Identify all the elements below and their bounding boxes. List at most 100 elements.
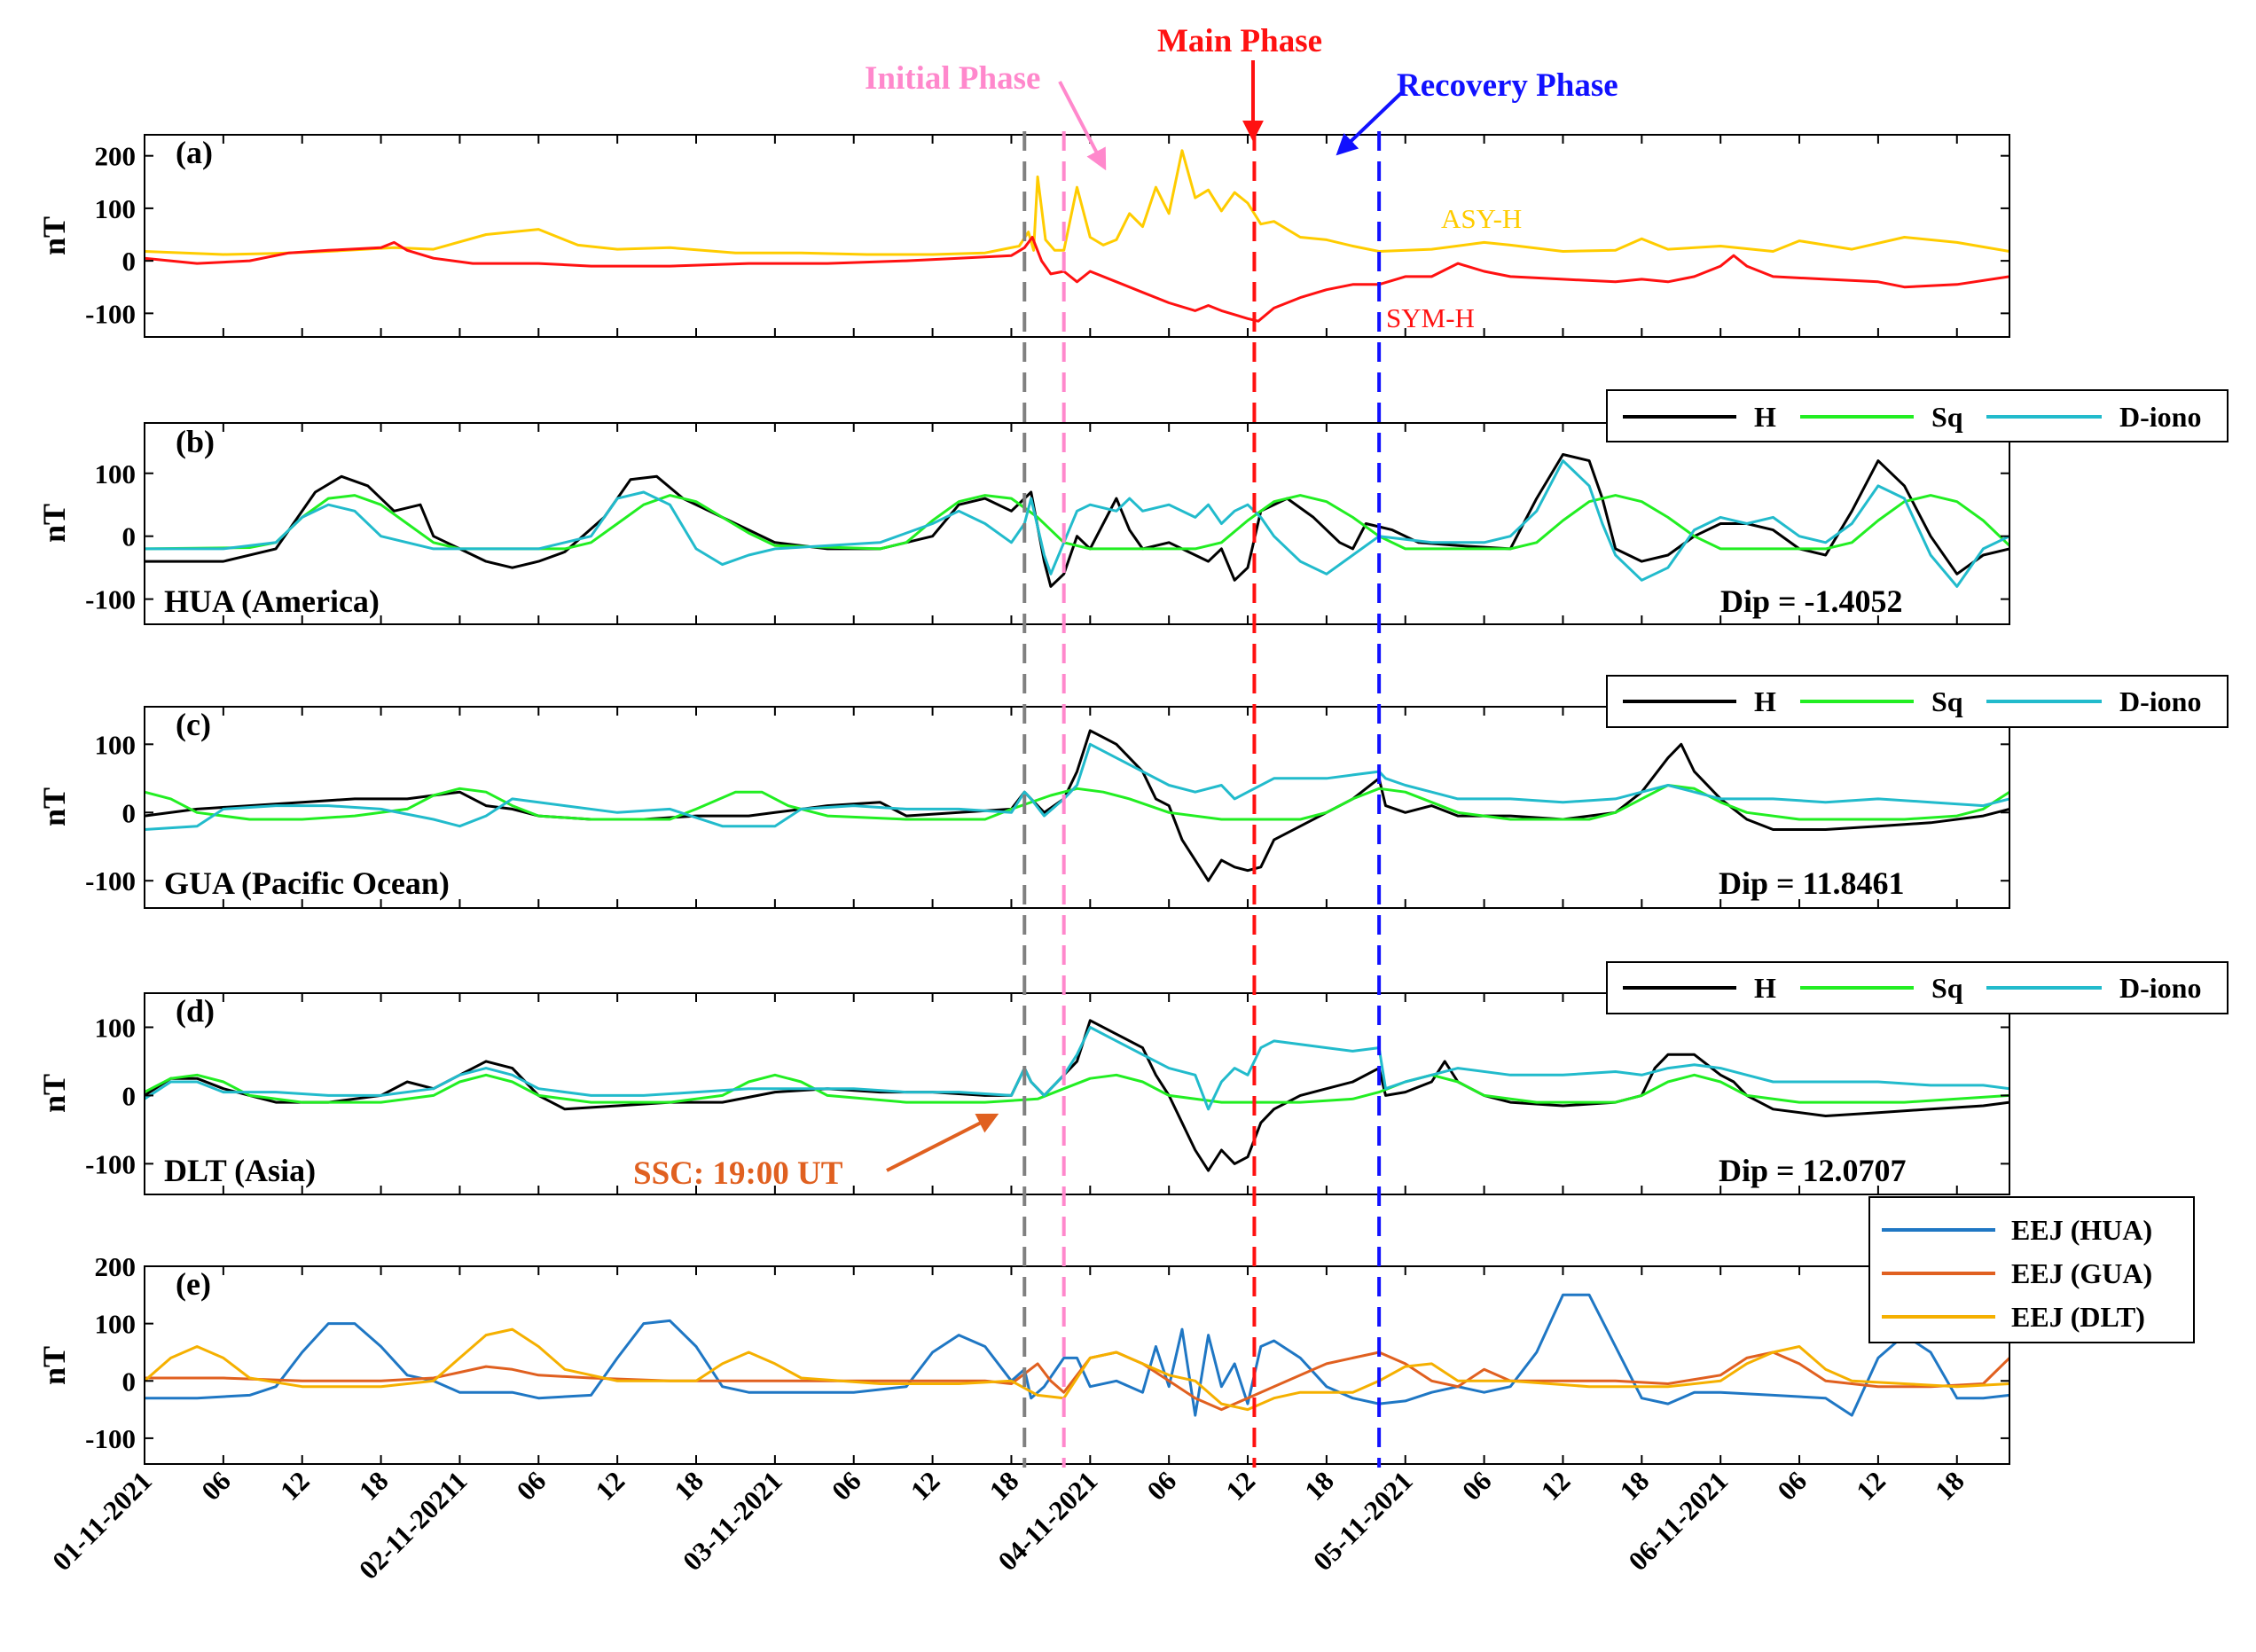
series-line-eej-gua xyxy=(145,1351,2011,1412)
panel-e-series xyxy=(144,1293,2011,1417)
panel-d-station: DLT (Asia) xyxy=(164,1153,316,1188)
x-tick-label: 01-11-2021 xyxy=(46,1465,158,1577)
series-line-eej-hua xyxy=(145,1293,2010,1417)
panel-c-label: (c) xyxy=(176,707,211,742)
series-line-sq xyxy=(144,494,2011,551)
panel-d-legend: H Sq D-iono xyxy=(1606,961,2229,1014)
ssc-arrow xyxy=(886,1113,999,1172)
panel-d-frame xyxy=(144,992,2010,1195)
panel-b-dip: Dip = -1.4052 xyxy=(1720,583,1903,619)
panel-a: 200 100 0 -100 nT (a) ASY-H SYM-H xyxy=(36,134,2010,338)
x-tick-label: 12 xyxy=(905,1465,946,1507)
x-tick-label: 06 xyxy=(1456,1465,1498,1507)
legend-frame xyxy=(1868,1196,2195,1343)
panel-e-ylabel: nT xyxy=(36,1346,72,1385)
panel-c-ylabel: nT xyxy=(36,787,72,826)
legend-label-d-iono: D-iono xyxy=(2119,685,2201,717)
y-tick-label: -100 xyxy=(85,1148,136,1179)
panel-c-station: GUA (Pacific Ocean) xyxy=(164,865,450,901)
y-tick-label: 100 xyxy=(95,193,137,224)
panel-e-yticks: 200 100 0 -100 xyxy=(85,1251,2009,1464)
phase-annotations: Initial Phase Main Phase Recovery Phase … xyxy=(633,23,1618,1192)
recovery-phase-label: Recovery Phase xyxy=(1397,67,1618,104)
y-tick-label: 0 xyxy=(122,246,137,277)
panel-a-ylabel: nT xyxy=(36,216,72,255)
x-tick-label: 18 xyxy=(1929,1465,1970,1507)
panel-a-label: (a) xyxy=(176,135,213,170)
sym-h-label: SYM-H xyxy=(1386,302,1475,333)
legend-label-sq: Sq xyxy=(1931,972,1963,1004)
series-line-sym-h xyxy=(144,236,2010,323)
legend-label-sq: Sq xyxy=(1931,401,1963,433)
panel-b-ylabel: nT xyxy=(36,504,72,543)
panel-e: 200 100 0 -100 nT (e) EEJ (HUA) EEJ (GUA) E… xyxy=(36,1196,2195,1465)
x-tick-label: 18 xyxy=(1614,1465,1656,1507)
x-tick-label: 06 xyxy=(1771,1465,1813,1507)
y-tick-label: 0 xyxy=(122,1080,137,1111)
initial-phase-arrow xyxy=(1058,81,1107,171)
series-line-d-iono xyxy=(144,742,2010,831)
panel-d-label: (d) xyxy=(176,993,215,1029)
x-tick-label: 06 xyxy=(511,1465,552,1507)
panel-b-yticks: 100 0 -100 xyxy=(85,423,2009,624)
x-tick-label: 06 xyxy=(195,1465,237,1507)
panel-d-series xyxy=(144,1019,2010,1172)
panel-b-frame xyxy=(144,422,2010,625)
series-line-sq xyxy=(144,1073,2010,1104)
asy-h-label: ASY-H xyxy=(1441,203,1522,234)
legend-label-d-iono: D-iono xyxy=(2119,401,2201,433)
y-tick-label: 0 xyxy=(122,797,137,828)
panel-d-yticks: 100 0 -100 xyxy=(85,993,2009,1194)
recovery-phase-arrow xyxy=(1336,91,1403,156)
series-line-eej-dlt xyxy=(144,1327,2010,1412)
panel-c-legend: H Sq D-iono xyxy=(1606,675,2229,728)
legend-label-eej-hua: EEJ (HUA) xyxy=(2011,1214,2152,1246)
panel-b-legend: H Sq D-iono xyxy=(1606,389,2229,442)
panel-c: 100 0 -100 nT (c) GUA (Pacific Ocean) Dip … xyxy=(36,675,2229,909)
y-tick-label: 200 xyxy=(95,1251,137,1282)
main-phase-label: Main Phase xyxy=(1157,23,1322,59)
series-line-sq xyxy=(144,784,2010,821)
panel-e-frame xyxy=(144,1265,2010,1465)
x-tick-label: 18 xyxy=(983,1465,1025,1507)
panel-c-series xyxy=(144,729,2010,882)
ssc-label: SSC: 19:00 UT xyxy=(633,1155,843,1192)
x-tick-label: 18 xyxy=(1298,1465,1340,1507)
series-line-d-iono xyxy=(144,1026,2010,1111)
initial-phase-label: Initial Phase xyxy=(865,60,1040,97)
y-tick-label: 0 xyxy=(122,1366,137,1397)
panel-b-label: (b) xyxy=(176,424,215,459)
x-tick-label: 06 xyxy=(1140,1465,1182,1507)
x-tick-label: 06 xyxy=(826,1465,867,1507)
y-tick-label: 100 xyxy=(95,729,137,760)
y-tick-label: -100 xyxy=(85,298,136,329)
x-tick-label: 12 xyxy=(1850,1465,1892,1507)
panel-c-dip: Dip = 11.8461 xyxy=(1719,865,1905,901)
series-line-asy-h xyxy=(144,149,2010,256)
panel-b-series xyxy=(144,453,2011,588)
y-tick-label: 100 xyxy=(95,458,137,489)
legend-label-eej-dlt: EEJ (DLT) xyxy=(2011,1301,2145,1333)
panel-a-frame xyxy=(144,134,2010,338)
x-tick-label: 12 xyxy=(589,1465,631,1507)
panel-e-legend: EEJ (HUA) EEJ (GUA) EEJ (DLT) xyxy=(1868,1196,2195,1343)
y-tick-label: -100 xyxy=(85,865,136,896)
x-tick-label: 12 xyxy=(1535,1465,1577,1507)
x-tick-label: 18 xyxy=(668,1465,709,1507)
panel-d: 100 0 -100 nT (d) DLT (Asia) Dip = 12.0707… xyxy=(36,961,2229,1195)
y-tick-label: 100 xyxy=(95,1309,137,1340)
panel-c-frame xyxy=(144,706,2010,909)
y-tick-label: -100 xyxy=(85,584,136,615)
y-tick-label: -100 xyxy=(85,1423,136,1454)
panel-d-ylabel: nT xyxy=(36,1074,72,1113)
panel-e-label: (e) xyxy=(176,1266,211,1302)
legend-label-h: H xyxy=(1754,401,1776,433)
panel-b-station: HUA (America) xyxy=(164,583,380,619)
series-line-h xyxy=(145,453,2010,588)
panel-d-dip: Dip = 12.0707 xyxy=(1719,1153,1907,1188)
phase-lines xyxy=(1022,131,1382,1468)
x-tick-label: 12 xyxy=(274,1465,316,1507)
legend-label-h: H xyxy=(1754,972,1776,1004)
panel-b: 100 0 -100 nT (b) HUA (America) Dip = -1.4… xyxy=(36,389,2229,625)
